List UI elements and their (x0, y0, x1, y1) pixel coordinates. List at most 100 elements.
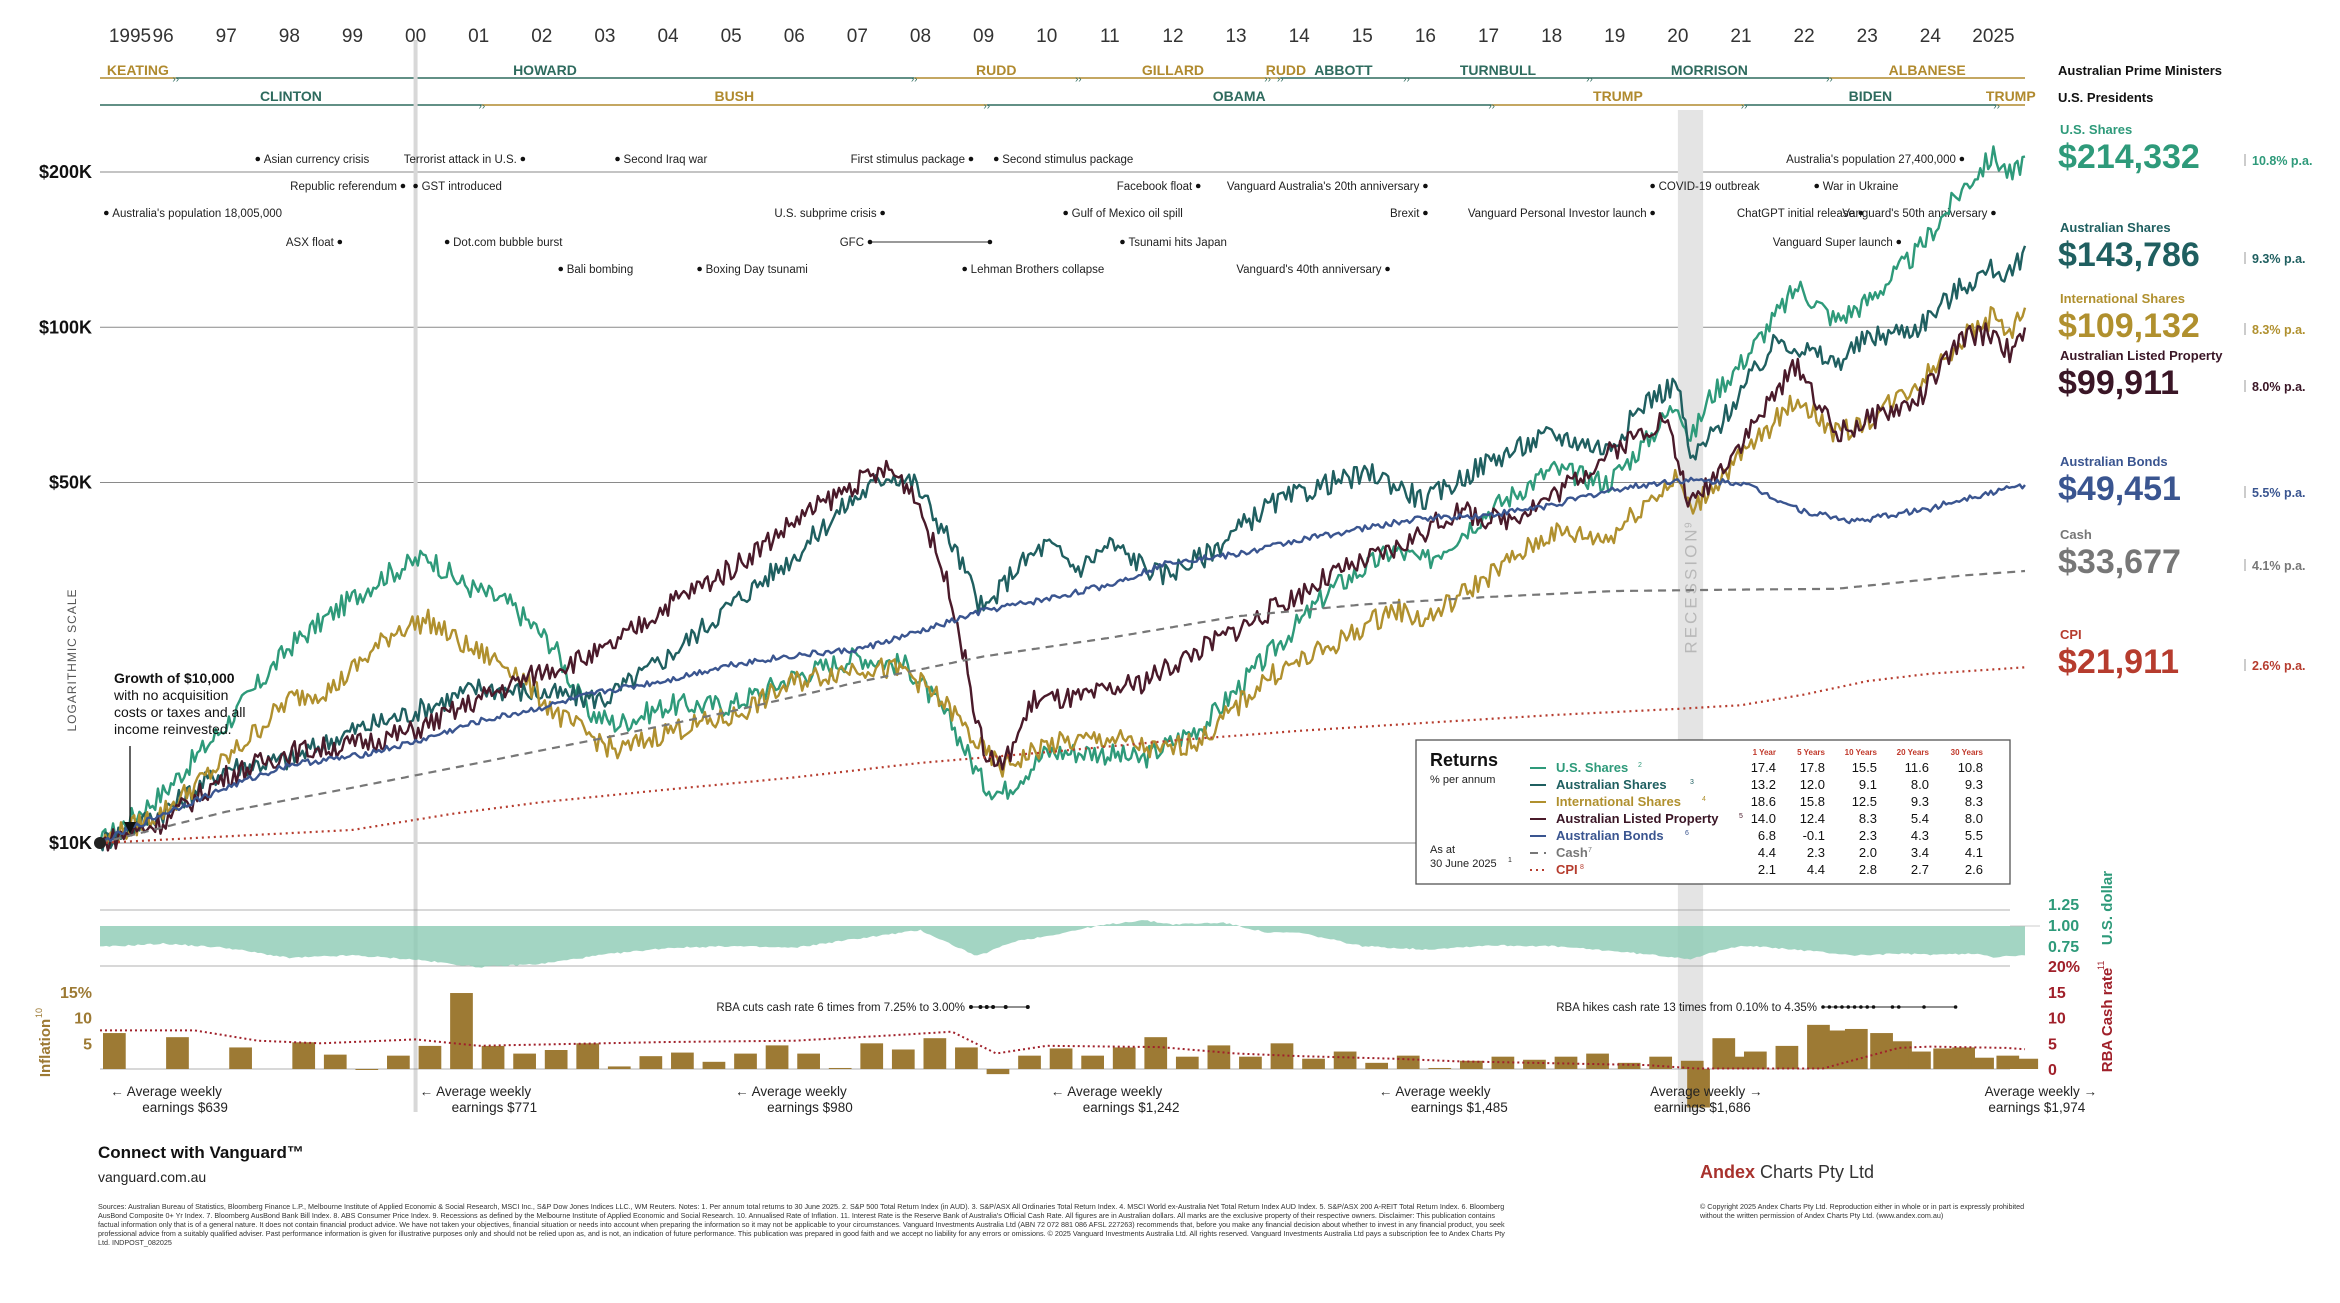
returns-cell: 4.4 (1807, 862, 1825, 877)
returns-cell: 8.0 (1911, 777, 1929, 792)
usd-panel: 1.25 1.00 0.75 U.S. dollar (100, 871, 2116, 968)
legend-pa-prop: 8.0% p.a. (2252, 380, 2306, 394)
returns-box (1415, 739, 2011, 885)
year-tick-label: 01 (468, 26, 489, 47)
leaders-timeline: KEATING HOWARD››RUDD››GILLARD››RUDD››ABBO… (100, 62, 2222, 112)
returns-cell: 11.6 (1905, 760, 1929, 775)
returns-date-footnote: 1 (1508, 857, 1512, 864)
returns-cell: 3.4 (1911, 845, 1929, 860)
rba-hike-dot (1953, 1005, 1958, 1009)
prime-minister-name: HOWARD (513, 62, 577, 78)
legend-value-us: $214,332 (2058, 138, 2200, 176)
inflation-bar (323, 1054, 347, 1069)
returns-cell: 2.3 (1859, 828, 1877, 843)
prime-minister-change-marker: ›› (1075, 74, 1082, 85)
returns-cell: 6.8 (1758, 828, 1776, 843)
event-dot (880, 210, 885, 216)
sources-notes: Sources: Australian Bureau of Statistics… (98, 1202, 1505, 1247)
vanguard-url[interactable]: vanguard.com.au (98, 1169, 207, 1185)
series-line-intl (99, 306, 2027, 847)
inflation-bar (1687, 1069, 1710, 1108)
legend-name-bonds: Australian Bonds (2060, 454, 2168, 469)
prime-minister-name: ALBANESE (1889, 62, 1966, 78)
inflation-bar (797, 1053, 820, 1069)
inflation-tick-label: 15% (60, 985, 92, 1002)
year-tick-label: 96 (153, 26, 174, 47)
inflation-bar (639, 1056, 663, 1069)
growth-note-line: with no acquisition (113, 687, 228, 703)
event-label: Second Iraq war (624, 154, 708, 166)
earnings-value: earnings $771 (452, 1100, 538, 1115)
inflation-bar (1112, 1047, 1136, 1069)
inflation-bar (1586, 1053, 1609, 1069)
event-dot (558, 266, 564, 272)
rba-cut-dot (968, 1005, 973, 1009)
year-tick-label: 13 (1225, 26, 1246, 47)
returns-footnote: 4 (1702, 796, 1706, 803)
year-tick-label: 00 (405, 26, 426, 47)
event-dot (1195, 183, 1201, 189)
growth-note-line: income reinvested. (114, 721, 232, 737)
prime-minister-change-marker: ›› (1277, 74, 1284, 85)
returns-header: 1 Year (1753, 748, 1776, 757)
inflation-tick-label: 10 (74, 1011, 92, 1028)
rba-cut-dot (984, 1005, 989, 1009)
returns-footnote: 2 (1638, 762, 1642, 769)
returns-cell: 2.6 (1965, 862, 1983, 877)
usd-tick-label: 1.00 (2048, 918, 2079, 935)
returns-header: 10 Years (1845, 748, 1878, 757)
inflation-bar (1554, 1056, 1578, 1069)
legend-pa-cpi: 2.6% p.a. (2252, 659, 2306, 673)
returns-cell: 17.8 (1800, 760, 1825, 775)
returns-header: 30 Years (1951, 748, 1984, 757)
inflation-bar (1239, 1056, 1262, 1069)
year-tick-label: 02 (531, 26, 552, 47)
inflation-bar (1996, 1055, 2020, 1069)
year-tick-label: 2025 (1972, 26, 2014, 47)
inflation-bar (1207, 1045, 1231, 1069)
inflation-bar (955, 1047, 978, 1069)
legend-value-intl: $109,132 (2058, 307, 2200, 345)
returns-name-bonds: Australian Bonds (1556, 828, 1664, 843)
prime-minister-name: RUDD (1266, 62, 1306, 78)
inflation-bar (607, 1066, 631, 1069)
inflation-bar (1826, 1030, 1849, 1069)
legend-pa-bonds: 5.5% p.a. (2252, 486, 2306, 500)
returns-cell: 2.1 (1758, 862, 1776, 877)
year-axis-top: 1995 96 97 98 99 00 01 02 03 04 05 06 07 08 09 10 11 12 13… (109, 26, 2015, 47)
year-tick-label: 11 (1100, 26, 1120, 47)
inflation-bar (671, 1052, 694, 1069)
prime-minister-change-marker: ›› (911, 74, 918, 85)
returns-cell: -0.1 (1803, 828, 1825, 843)
legend-name-intl: International Shares (2060, 291, 2185, 306)
us-president-name: TRUMP (1593, 88, 1643, 104)
legend-pa-us: 10.8% p.a. (2252, 154, 2312, 168)
event-label: Tsunami hits Japan (1128, 237, 1226, 249)
cash-rate-footnote: 11 (2096, 961, 2106, 970)
event-dot (615, 156, 620, 162)
rba-hike-dot (1821, 1005, 1825, 1009)
event-label: COVID-19 outbreak (1659, 181, 1760, 193)
inflation-bar (1365, 1062, 1389, 1069)
us-president-change-marker: ›› (983, 101, 990, 112)
inflation-bar (544, 1050, 568, 1069)
inflation-bar (1144, 1037, 1168, 1069)
gfc-label: GFC (840, 237, 864, 249)
inflation-bar (1933, 1048, 1957, 1069)
event-dot (968, 156, 974, 162)
inflation-bar (1971, 1057, 1994, 1069)
legend-pa-aus: 9.3% p.a. (2252, 252, 2306, 266)
inflation-bar (1270, 1043, 1294, 1069)
returns-cell: 5.4 (1911, 811, 1929, 826)
rba-hike-dot (1833, 1005, 1838, 1009)
event-dot (1959, 156, 1965, 162)
year-tick-label: 05 (721, 26, 742, 47)
event-label: Vanguard's 50th anniversary (1842, 208, 1987, 220)
cash-rate-tick-label: 10 (2048, 1011, 2066, 1028)
inflation-bar (986, 1069, 1010, 1075)
gfc-start-dot (867, 239, 873, 245)
inflation-bar (1333, 1051, 1357, 1069)
year-tick-label: 12 (1162, 26, 1183, 47)
inflation-bar (923, 1038, 947, 1069)
